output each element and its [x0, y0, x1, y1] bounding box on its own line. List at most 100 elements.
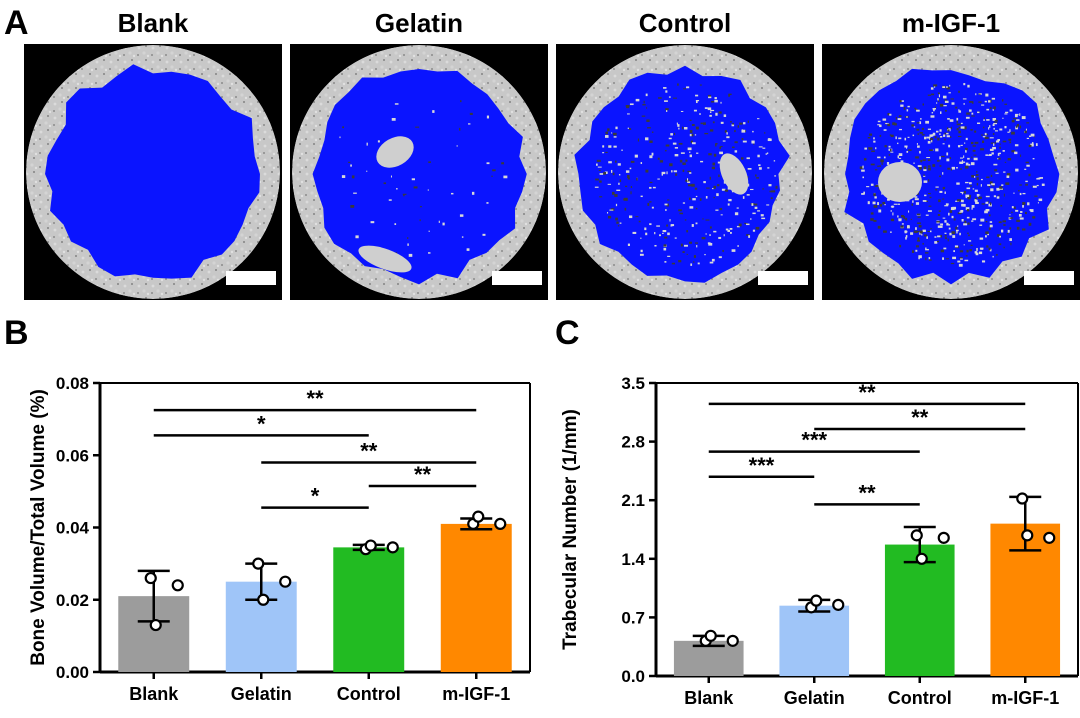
- new-bone-fragment: [666, 203, 669, 207]
- new-bone-fragment: [986, 108, 990, 111]
- new-bone-fragment: [714, 99, 718, 103]
- new-bone-fragment: [649, 155, 653, 159]
- new-bone-fragment: [687, 147, 692, 151]
- new-bone-fragment: [915, 202, 920, 205]
- new-bone-fragment: [999, 146, 1001, 149]
- new-bone-fragment: [919, 121, 922, 125]
- new-bone-fragment: [933, 109, 935, 112]
- new-bone-fragment: [734, 130, 736, 133]
- new-bone-fragment: [727, 229, 731, 232]
- new-bone-fragment: [708, 153, 712, 156]
- new-bone-fragment: [1019, 184, 1022, 186]
- new-bone-fragment: [870, 163, 875, 166]
- new-bone-fragment: [879, 204, 882, 207]
- new-bone-fragment: [689, 130, 693, 134]
- new-bone-fragment: [732, 122, 734, 125]
- new-bone-fragment: [718, 236, 722, 239]
- new-bone-fragment: [969, 185, 972, 187]
- new-bone-fragment: [695, 222, 698, 225]
- new-bone-fragment: [1009, 129, 1011, 132]
- new-bone-fragment: [675, 173, 678, 176]
- new-bone-fragment: [687, 170, 691, 173]
- new-bone-fragment: [980, 218, 985, 222]
- new-bone-fragment: [998, 221, 1002, 224]
- new-bone-fragment: [695, 242, 698, 244]
- new-bone-fragment: [617, 163, 621, 166]
- new-bone-fragment: [993, 195, 997, 198]
- new-bone-fragment: [974, 197, 977, 200]
- new-bone-fragment: [931, 93, 935, 96]
- new-bone-fragment: [607, 128, 610, 132]
- new-bone-fragment: [963, 83, 966, 86]
- new-bone-fragment: [927, 165, 931, 167]
- new-bone-fragment: [969, 109, 972, 112]
- new-bone-fragment: [1014, 144, 1019, 147]
- new-bone-fragment: [755, 174, 757, 177]
- new-bone-fragment: [1019, 217, 1024, 220]
- scale-bar: [1024, 271, 1074, 285]
- new-bone-fragment: [965, 194, 970, 197]
- new-bone-fragment: [705, 233, 707, 235]
- new-bone-fragment: [942, 95, 947, 99]
- new-bone-fragment: [645, 169, 649, 173]
- new-bone-fragment: [964, 220, 967, 224]
- new-bone-fragment: [712, 188, 714, 190]
- new-bone-fragment: [986, 119, 990, 121]
- new-bone-fragment: [961, 160, 964, 162]
- new-bone-fragment: [934, 236, 937, 238]
- new-bone-fragment: [898, 115, 902, 117]
- new-bone-fragment: [1002, 150, 1005, 152]
- new-bone-fragment: [752, 229, 756, 232]
- new-bone-fragment: [950, 98, 954, 100]
- new-bone-fragment: [962, 98, 967, 100]
- new-bone-fragment: [682, 202, 686, 204]
- new-bone-fragment: [713, 230, 717, 233]
- new-bone-fragment: [741, 129, 746, 133]
- new-bone-fragment: [689, 206, 694, 209]
- new-bone-fragment: [915, 108, 918, 111]
- new-bone-fragment: [634, 154, 638, 158]
- new-bone-fragment: [958, 110, 962, 113]
- new-bone-fragment: [907, 136, 910, 138]
- new-bone-fragment: [718, 111, 722, 114]
- new-bone-fragment: [887, 123, 891, 127]
- new-bone-fragment: [695, 94, 699, 97]
- new-bone-fragment: [1025, 161, 1029, 164]
- new-bone-fragment: [366, 170, 368, 172]
- new-bone-fragment: [630, 186, 633, 188]
- new-bone-fragment: [919, 230, 923, 234]
- new-bone-fragment: [674, 237, 677, 239]
- new-bone-fragment: [930, 228, 932, 230]
- new-bone-fragment: [610, 208, 615, 211]
- new-bone-fragment: [916, 239, 921, 242]
- new-bone-fragment: [877, 202, 879, 206]
- new-bone-fragment: [925, 214, 929, 216]
- new-bone-fragment: [937, 235, 941, 238]
- significance-bracket: **: [814, 405, 1026, 431]
- new-bone-fragment: [1031, 142, 1034, 144]
- new-bone-fragment: [968, 240, 972, 242]
- new-bone-fragment: [608, 161, 612, 164]
- data-point: [937, 531, 950, 544]
- new-bone-fragment: [989, 153, 992, 157]
- defect-region: [574, 65, 790, 283]
- new-bone-fragment: [868, 147, 873, 150]
- new-bone-fragment: [961, 203, 964, 207]
- x-tick-label: Control: [337, 684, 401, 704]
- new-bone-fragment: [428, 161, 431, 163]
- new-bone-fragment: [407, 243, 409, 246]
- new-bone-fragment: [957, 225, 959, 227]
- new-bone-fragment: [949, 157, 952, 160]
- new-bone-fragment: [893, 203, 898, 205]
- new-bone-fragment: [767, 138, 772, 142]
- new-bone-fragment: [877, 124, 881, 126]
- new-bone-fragment: [960, 144, 963, 146]
- new-bone-fragment: [965, 162, 969, 166]
- new-bone-fragment: [482, 233, 486, 236]
- new-bone-fragment: [870, 218, 874, 221]
- new-bone-fragment: [1013, 192, 1015, 194]
- new-bone-fragment: [960, 122, 963, 125]
- new-bone-fragment: [974, 130, 977, 133]
- new-bone-fragment: [1003, 171, 1006, 173]
- new-bone-fragment: [971, 112, 974, 115]
